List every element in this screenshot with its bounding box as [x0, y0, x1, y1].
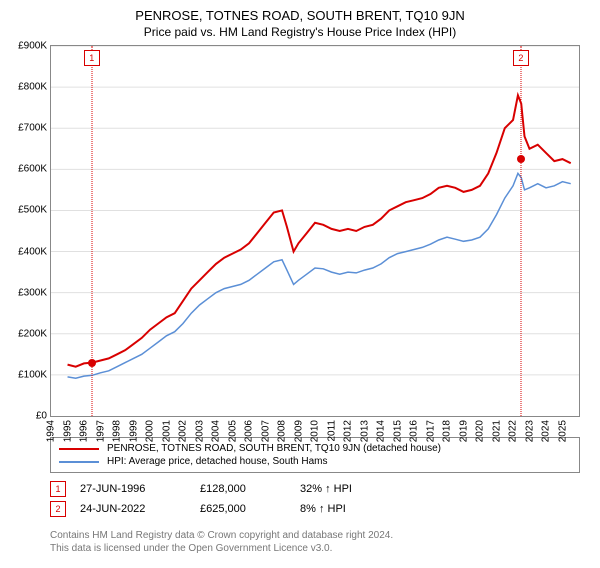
- series-line: [68, 95, 571, 366]
- x-axis-label: 2002: [178, 420, 189, 442]
- sale-table: 1 27-JUN-1996£128,00032% ↑ HPI 2 24-JUN-202…: [50, 479, 580, 519]
- y-axis-label: £500K: [18, 205, 47, 216]
- x-axis-label: 2024: [541, 420, 552, 442]
- sale-date: 27-JUN-1996: [80, 483, 200, 495]
- marker-box: 1: [84, 50, 100, 66]
- sale-delta: 8% ↑ HPI: [300, 503, 346, 515]
- x-axis-label: 2004: [211, 420, 222, 442]
- x-axis-label: 2006: [244, 420, 255, 442]
- chart-area: £0£100K£200K£300K£400K£500K£600K£700K£80…: [50, 45, 580, 417]
- x-axis-label: 2019: [458, 420, 469, 442]
- x-axis-label: 2013: [359, 420, 370, 442]
- x-axis-label: 1995: [62, 420, 73, 442]
- x-axis-label: 2001: [161, 420, 172, 442]
- x-axis-label: 1997: [95, 420, 106, 442]
- x-axis-label: 2012: [343, 420, 354, 442]
- y-axis-label: £600K: [18, 164, 47, 175]
- legend: PENROSE, TOTNES ROAD, SOUTH BRENT, TQ10 …: [50, 437, 580, 473]
- x-axis-label: 2009: [293, 420, 304, 442]
- y-axis-label: £300K: [18, 287, 47, 298]
- sale-row: 2 24-JUN-2022£625,0008% ↑ HPI: [50, 499, 580, 519]
- y-axis-label: £900K: [18, 41, 47, 52]
- x-axis-label: 2020: [475, 420, 486, 442]
- legend-label: HPI: Average price, detached house, Sout…: [107, 456, 328, 467]
- y-axis-label: £100K: [18, 369, 47, 380]
- x-axis-label: 2021: [491, 420, 502, 442]
- legend-swatch: [59, 448, 99, 450]
- chart-container: PENROSE, TOTNES ROAD, SOUTH BRENT, TQ10 …: [0, 8, 600, 568]
- sale-delta: 32% ↑ HPI: [300, 483, 352, 495]
- x-axis-label: 2022: [508, 420, 519, 442]
- x-axis-label: 2011: [326, 420, 337, 442]
- x-axis-label: 2018: [442, 420, 453, 442]
- legend-swatch: [59, 461, 99, 463]
- x-axis-label: 1998: [112, 420, 123, 442]
- sale-marker-box: 2: [50, 501, 66, 517]
- y-axis-label: £800K: [18, 82, 47, 93]
- x-axis-label: 2000: [145, 420, 156, 442]
- x-axis-label: 2007: [260, 420, 271, 442]
- chart-title: PENROSE, TOTNES ROAD, SOUTH BRENT, TQ10 …: [0, 8, 600, 23]
- y-axis-label: £200K: [18, 328, 47, 339]
- sale-marker-box: 1: [50, 481, 66, 497]
- footer-attribution: Contains HM Land Registry data © Crown c…: [50, 529, 580, 555]
- x-axis-label: 1996: [79, 420, 90, 442]
- sale-price: £625,000: [200, 503, 300, 515]
- x-axis-label: 2003: [194, 420, 205, 442]
- x-axis-label: 2008: [277, 420, 288, 442]
- footer-line2: This data is licensed under the Open Gov…: [50, 542, 580, 555]
- footer-line1: Contains HM Land Registry data © Crown c…: [50, 529, 580, 542]
- x-axis-label: 2014: [376, 420, 387, 442]
- y-axis-label: £400K: [18, 246, 47, 257]
- x-axis-label: 2017: [425, 420, 436, 442]
- legend-label: PENROSE, TOTNES ROAD, SOUTH BRENT, TQ10 …: [107, 443, 441, 454]
- x-axis-label: 2010: [310, 420, 321, 442]
- sale-date: 24-JUN-2022: [80, 503, 200, 515]
- marker-dot: [517, 155, 525, 163]
- marker-vline: [520, 46, 521, 416]
- legend-item: HPI: Average price, detached house, Sout…: [59, 455, 571, 468]
- chart-plot: [51, 46, 579, 416]
- x-axis-label: 2015: [392, 420, 403, 442]
- x-axis-label: 1999: [128, 420, 139, 442]
- legend-item: PENROSE, TOTNES ROAD, SOUTH BRENT, TQ10 …: [59, 442, 571, 455]
- x-axis-label: 2016: [409, 420, 420, 442]
- x-axis-label: 2025: [557, 420, 568, 442]
- sale-price: £128,000: [200, 483, 300, 495]
- x-axis-label: 2005: [227, 420, 238, 442]
- chart-subtitle: Price paid vs. HM Land Registry's House …: [0, 25, 600, 39]
- sale-row: 1 27-JUN-1996£128,00032% ↑ HPI: [50, 479, 580, 499]
- x-axis-label: 1994: [46, 420, 57, 442]
- marker-dot: [88, 359, 96, 367]
- y-axis-label: £700K: [18, 123, 47, 134]
- marker-box: 2: [513, 50, 529, 66]
- x-axis-label: 2023: [524, 420, 535, 442]
- series-line: [68, 173, 571, 378]
